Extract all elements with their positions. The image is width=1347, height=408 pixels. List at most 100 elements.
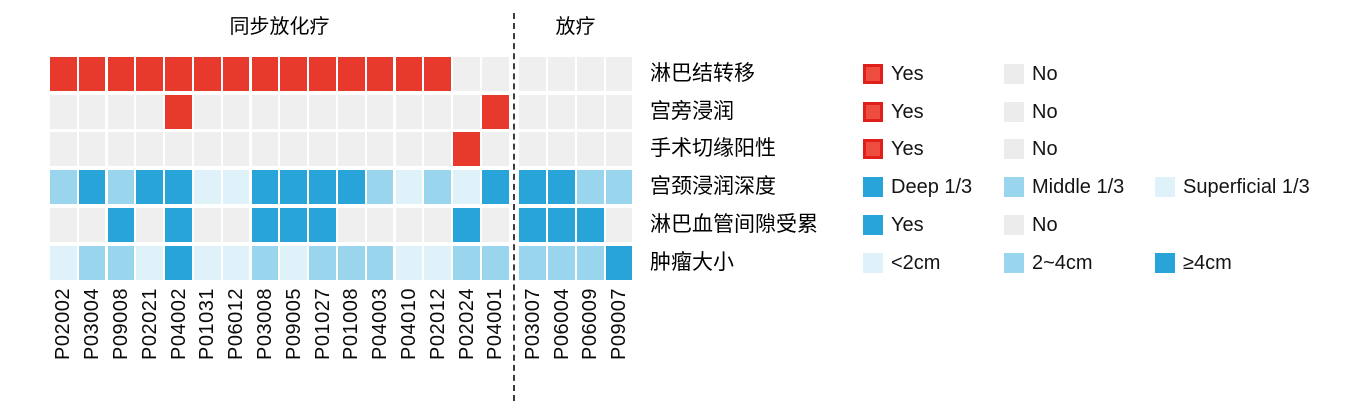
row-label: 淋巴结转移: [650, 62, 755, 85]
heatmap-cell: [78, 132, 106, 167]
patient-label: P06004: [550, 288, 573, 360]
heatmap-cell: [577, 207, 604, 242]
patient-label: P02021: [138, 288, 161, 360]
heatmap-cell: [519, 245, 546, 280]
heatmap-cell: [366, 132, 394, 167]
heatmap-cell: [577, 170, 604, 205]
heatmap-cell: [424, 170, 451, 205]
legend-label: Yes: [891, 138, 924, 161]
heatmap-cell: [107, 207, 135, 242]
heatmap-cell: [453, 170, 480, 205]
heatmap-cell: [136, 132, 163, 167]
heatmap-cell: [194, 245, 221, 280]
heatmap-cell: [424, 94, 451, 129]
heatmap-cell: [107, 57, 135, 91]
heatmap-cell: [424, 132, 451, 167]
patient-label: P02002: [52, 288, 75, 360]
legend-label: Yes: [891, 100, 924, 123]
patient-label: P03004: [81, 288, 104, 360]
legend-swatch: [863, 139, 883, 160]
heatmap-cell: [136, 94, 163, 129]
heatmap-cell: [107, 132, 135, 167]
patient-label: P02024: [455, 288, 478, 360]
legend-swatch: [1004, 101, 1024, 122]
heatmap-cell: [453, 207, 480, 242]
heatmap-cell: [280, 207, 307, 242]
legend-label: Yes: [891, 63, 924, 85]
heatmap-cell: [251, 132, 279, 167]
heatmap-cell: [519, 94, 546, 129]
heatmap-cell: [136, 245, 163, 280]
heatmap-cell: [194, 57, 221, 91]
heatmap-cell: [395, 245, 423, 280]
heatmap-cell: [50, 170, 77, 205]
legend-swatch: [863, 214, 883, 235]
legend-swatch: [863, 64, 883, 84]
heatmap-cell: [309, 207, 336, 242]
legend-swatch: [863, 177, 883, 198]
heatmap-cell: [519, 57, 546, 91]
heatmap-cell: [165, 207, 192, 242]
heatmap-cell: [251, 94, 279, 129]
heatmap-cell: [194, 207, 221, 242]
heatmap-cell: [577, 94, 604, 129]
heatmap-cell: [165, 245, 192, 280]
legend-swatch: [863, 252, 883, 273]
legend-label: No: [1032, 138, 1058, 161]
legend-label: <2cm: [891, 251, 941, 274]
heatmap-cell: [50, 245, 77, 280]
heatmap-cell: [222, 207, 250, 242]
legend-label: No: [1032, 63, 1058, 85]
legend-label: Yes: [891, 213, 924, 236]
heatmap-cell: [222, 132, 250, 167]
patient-label: P02012: [426, 288, 449, 360]
heatmap-cell: [136, 57, 163, 91]
heatmap-cell: [548, 207, 575, 242]
heatmap-cell: [309, 245, 336, 280]
heatmap-cell: [194, 132, 221, 167]
heatmap-cell: [165, 170, 192, 205]
heatmap-cell: [482, 245, 509, 280]
heatmap-cell: [251, 245, 279, 280]
heatmap-cell: [366, 94, 394, 129]
patient-label: P03008: [253, 288, 276, 360]
heatmap-cell: [395, 207, 423, 242]
heatmap-cell: [78, 207, 106, 242]
heatmap-cell: [280, 170, 307, 205]
legend-label: 2~4cm: [1032, 251, 1093, 274]
heatmap-cell: [136, 207, 163, 242]
heatmap-cell: [395, 132, 423, 167]
heatmap-cell: [453, 132, 480, 167]
heatmap-cell: [280, 132, 307, 167]
heatmap-cell: [338, 94, 365, 129]
legend-swatch: [1155, 252, 1175, 273]
heatmap-cell: [251, 207, 279, 242]
heatmap-cell: [78, 245, 106, 280]
heatmap-cell: [453, 245, 480, 280]
heatmap-cell: [424, 57, 451, 91]
heatmap-cell: [309, 57, 336, 91]
heatmap-cell: [453, 94, 480, 129]
legend-label: ≥4cm: [1183, 251, 1232, 274]
heatmap-cell: [605, 132, 633, 167]
heatmap-cell: [309, 170, 336, 205]
heatmap-cell: [366, 170, 394, 205]
heatmap-cell: [222, 245, 250, 280]
legend-swatch: [1004, 252, 1024, 273]
heatmap-cell: [395, 170, 423, 205]
group-header-concurrent-chemoradiotherapy: 同步放化疗: [229, 16, 330, 38]
patient-label: P01027: [311, 288, 334, 360]
heatmap-cell: [519, 207, 546, 242]
heatmap-cell: [482, 57, 509, 91]
heatmap-cell: [548, 94, 575, 129]
heatmap-cell: [280, 94, 307, 129]
legend-swatch: [1004, 177, 1024, 198]
heatmap-cell: [519, 132, 546, 167]
patient-label: P04001: [484, 288, 507, 360]
heatmap-cell: [482, 94, 509, 129]
group-separator-dashed-line: [513, 13, 515, 401]
heatmap-cell: [136, 170, 163, 205]
patient-label: P06012: [225, 288, 248, 360]
heatmap-cell: [280, 57, 307, 91]
patient-label: P09008: [109, 288, 132, 360]
